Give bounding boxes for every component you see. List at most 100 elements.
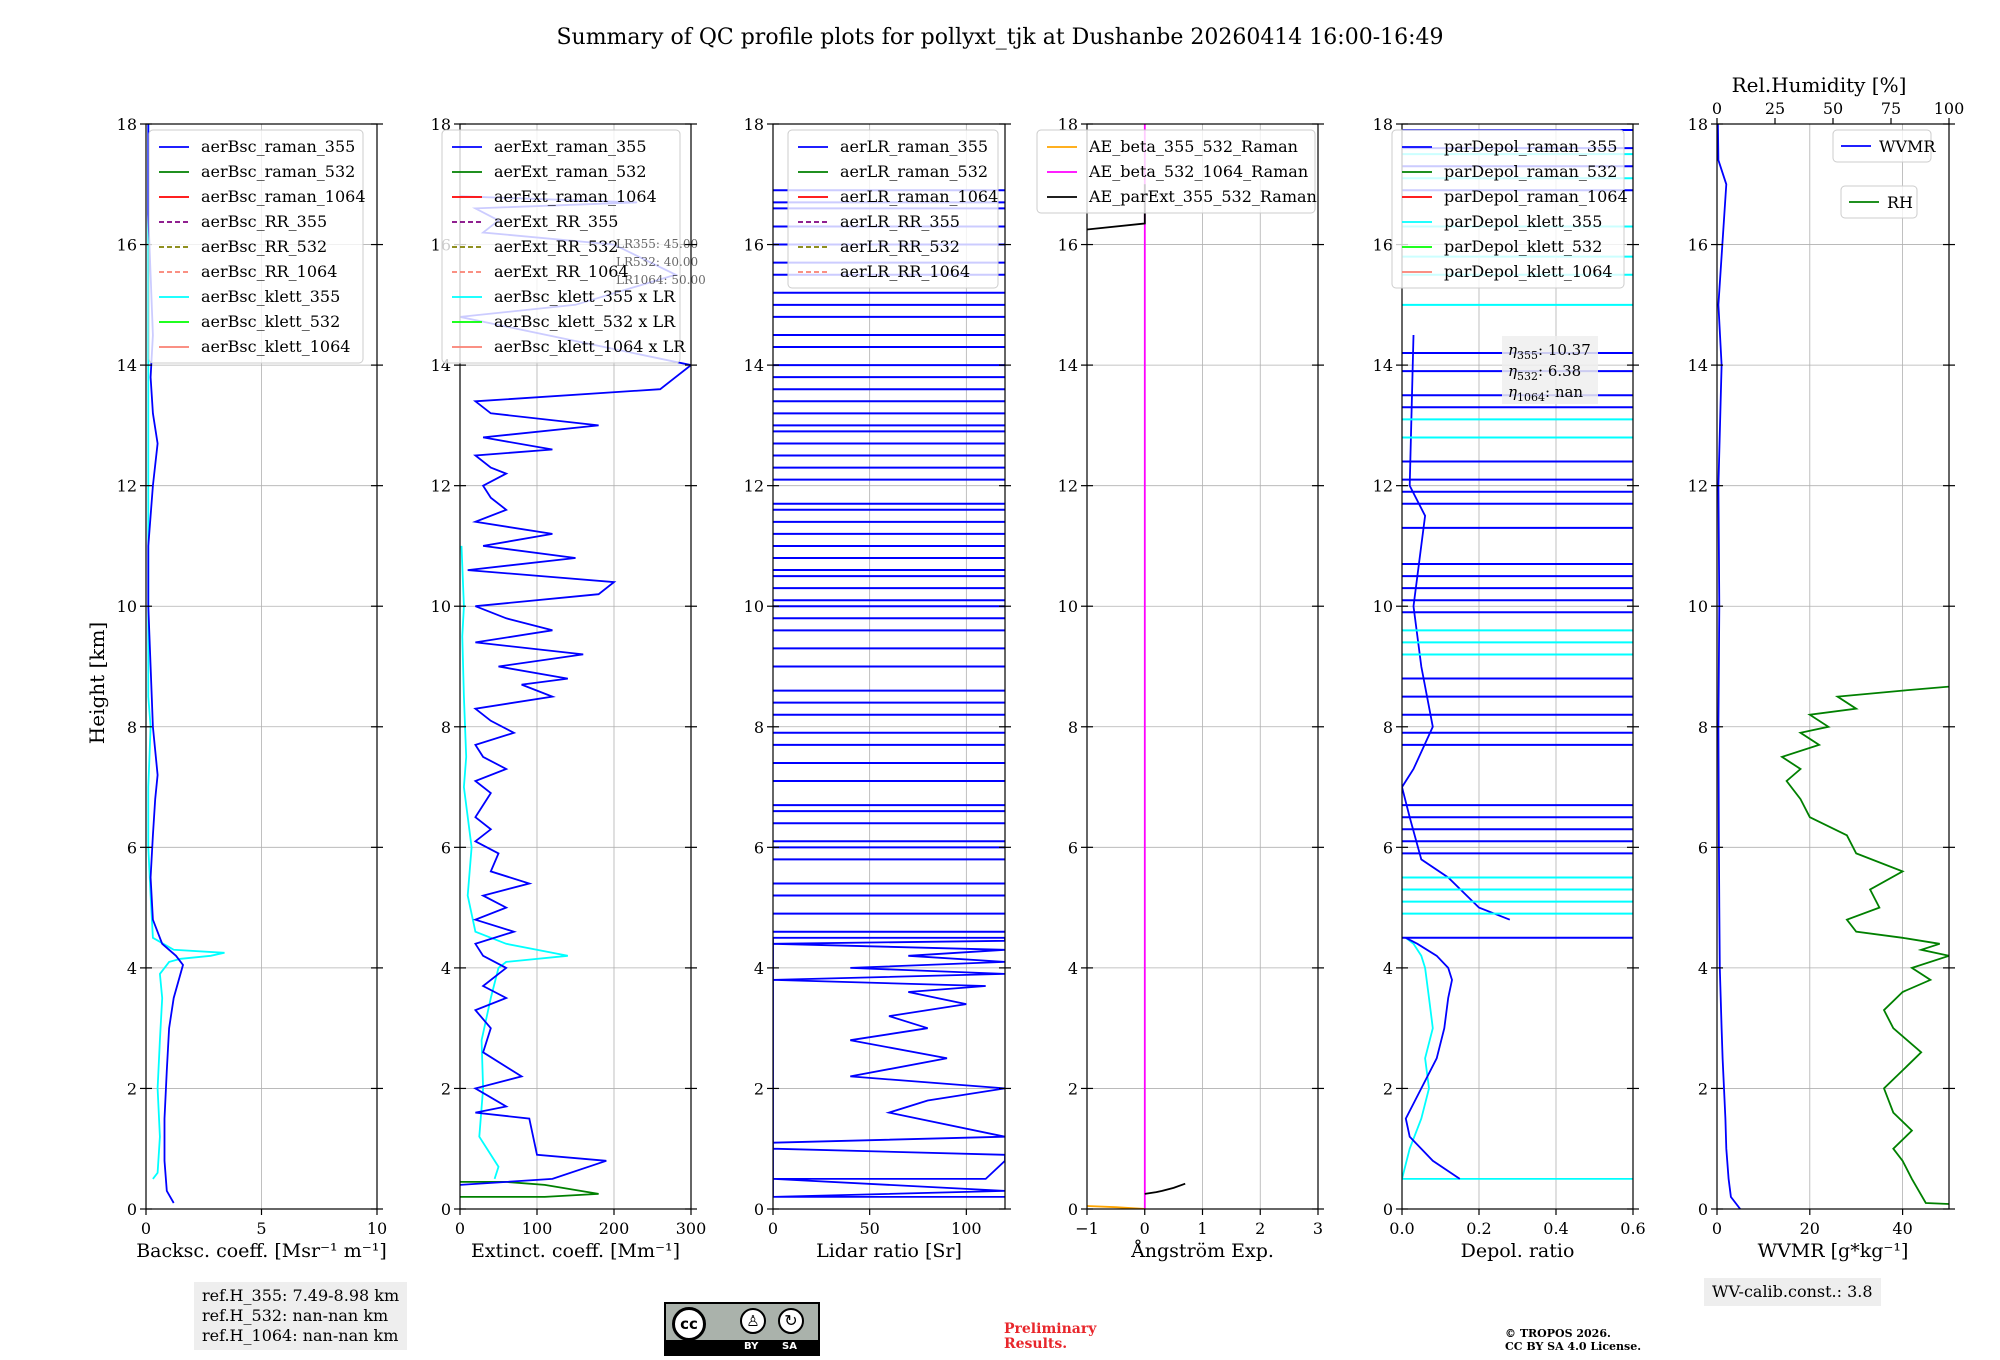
eta-line: η1064: nan [1508,383,1583,404]
legend-label: RH [1887,193,1913,212]
legend-label: aerBsc_RR_532 [201,237,327,256]
y-tick-label: 14 [1058,356,1078,375]
y-tick-label: 10 [431,597,451,616]
plot-area [773,189,1005,1198]
lr-overlay-text: LR532: 40.00 [616,255,698,269]
legend-label: aerBsc_klett_532 [201,312,340,331]
y-tick-label: 12 [1688,477,1708,496]
y-tick-label: 0 [1698,1200,1708,1219]
x-tick-label: 0.4 [1543,1219,1568,1238]
copyright-line-1: © TROPOS 2026. [1505,1327,1611,1340]
y-tick-label: 8 [754,718,764,737]
x-tick-label: 0 [1140,1219,1150,1238]
y-tick-label: 12 [744,477,764,496]
y-tick-label: 18 [1373,115,1393,134]
x-tick-label: 0 [768,1219,778,1238]
x-tick-label: 1 [1197,1219,1207,1238]
y-tick-label: 8 [1383,718,1393,737]
legend-box [787,129,999,289]
preliminary-line-2: Results. [1004,1336,1068,1352]
legend-label: aerBsc_raman_532 [201,162,355,181]
x-axis-label: WVMR [g*kg⁻¹] [1758,1240,1909,1262]
y-tick-label: 6 [441,838,451,857]
y-tick-label: 10 [117,597,137,616]
wv-calib-box: WV-calib.const.: 3.8 [1704,1278,1881,1306]
panel-2: 0 2 4 6 8 10 12 14 16 18 0 50 100 Lidar ratio [Sr] aer… [744,115,1011,1262]
x-axis-label: Depol. ratio [1461,1240,1575,1262]
legend-box [1391,129,1625,289]
eta-value: : 10.37 [1538,341,1591,359]
y-tick-label: 8 [441,718,451,737]
x2-tick-label: 50 [1823,99,1843,118]
y-tick-label: 2 [1698,1079,1708,1098]
legend-label: aerBsc_klett_1064 [201,337,350,356]
y-tick-label: 12 [117,477,137,496]
panel-4: 0 2 4 6 8 10 12 14 16 18 0.0 0.2 0.4 0.6 Depol. ratio p… [1373,115,1646,1262]
y-tick-label: 4 [1698,959,1708,978]
eta-subscript: 1064 [1517,391,1545,404]
y-tick-label: 16 [1688,236,1708,255]
y-tick-label: 18 [1058,115,1078,134]
legend-label: AE_beta_532_1064_Raman [1088,162,1308,181]
legend-label: parDepol_klett_355 [1444,212,1602,231]
eta-line: η355: 10.37 [1508,341,1591,362]
ref-height-355: ref.H_355: 7.49-8.98 km [202,1286,400,1305]
y-tick-label: 16 [1058,236,1078,255]
y-tick-label: 6 [127,838,137,857]
legend-label: parDepol_klett_1064 [1444,262,1613,281]
y-tick-label: 6 [1068,838,1078,857]
series-line-pardepol-klett-355 [1402,937,1633,1180]
y-tick-label: 0 [754,1200,764,1219]
series-line-wvmr [1717,124,1741,1209]
eta-symbol: η [1508,362,1517,380]
y-tick-label: 12 [1373,477,1393,496]
ext-lr-overlay: LR355: 45.00 LR532: 40.00 LR1064: 50.00 [616,237,706,287]
panel-0: 0 2 4 6 8 10 12 14 16 18 0 5 10 Backsc. coeff. [Msr⁻¹… [117,115,388,1262]
series-line-aerbsc-klett-355-x-lr [460,545,568,1180]
x-tick-label: 2 [1255,1219,1265,1238]
legend-box [148,129,364,364]
y-tick-label: 10 [744,597,764,616]
eta-line: η532: 6.38 [1508,362,1581,383]
series-line-pardepol-raman-355-upper- [1402,334,1511,921]
y-tick-label: 10 [1373,597,1393,616]
by-person-icon: ♙ [740,1308,766,1334]
eta-value: : nan [1545,383,1583,401]
axes-frame [1401,123,1634,1210]
x-axis-label: Ångström Exp. [1130,1240,1274,1262]
legend-box [1036,129,1316,214]
eta-subscript: 532 [1517,370,1538,383]
cc-license-badge: cc ♙ ↻ BY SA [664,1302,820,1356]
y-tick-label: 14 [117,356,137,375]
y-tick-label: 16 [1373,236,1393,255]
eta-subscript: 355 [1517,349,1538,362]
y-tick-label: 14 [1688,356,1708,375]
series-line-aerext-raman-355 [460,195,691,1186]
x-tick-label: 20 [1800,1219,1820,1238]
cc-by-text: BY [744,1341,759,1352]
legend-label: aerBsc_raman_355 [201,137,355,156]
plot-area [1087,124,1186,1209]
y-tick-label: 0 [441,1200,451,1219]
ref-height-1064: ref.H_1064: nan-nan km [202,1326,399,1345]
y-tick-label: 10 [1058,597,1078,616]
x-tick-label: 0 [141,1219,151,1238]
legend-label: aerExt_RR_1064 [494,262,629,281]
legend-label: aerExt_RR_532 [494,237,618,256]
legend-label: aerBsc_klett_1064 x LR [494,337,686,356]
x-tick-label: 200 [599,1219,630,1238]
y-tick-label: 6 [1383,838,1393,857]
y-tick-label: 2 [441,1079,451,1098]
y-tick-label: 0 [1068,1200,1078,1219]
legend-label: parDepol_klett_532 [1444,237,1602,256]
ref-height-532: ref.H_532: nan-nan km [202,1306,389,1325]
eta-symbol: η [1508,383,1517,401]
lr-overlay-text: LR355: 45.00 [616,237,698,251]
y-tick-label: 4 [1383,959,1393,978]
y-tick-label: 14 [744,356,764,375]
y-tick-label: 12 [1058,477,1078,496]
legend-label: WVMR [1879,137,1936,156]
